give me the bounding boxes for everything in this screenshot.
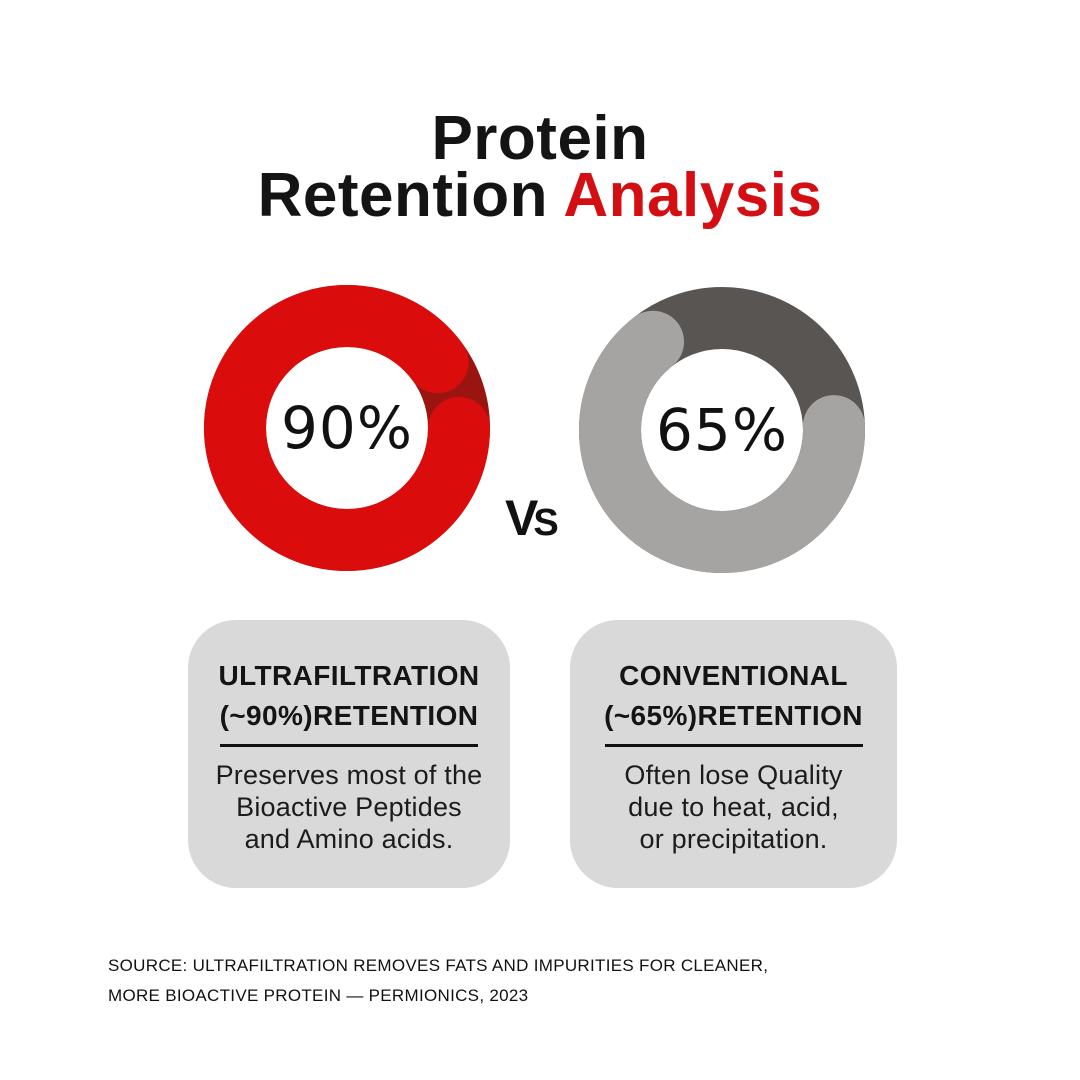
vs-label: VS xyxy=(505,489,559,547)
ultrafiltration-card: ULTRAFILTRATION (~90%)RETENTION Preserve… xyxy=(188,620,510,888)
donut-ring-ultrafiltration xyxy=(204,285,490,571)
donut-chart-ultrafiltration: 90% xyxy=(204,285,490,571)
donut-value-segment xyxy=(579,310,865,573)
donut-value-segment xyxy=(204,285,490,571)
donut-percentage-label-ultrafiltration: 90% xyxy=(281,394,413,462)
donut-ring-conventional xyxy=(579,287,865,573)
conventional-card-heading-line2: (~65%)RETENTION xyxy=(604,700,863,731)
source-citation-line1: SOURCE: ULTRAFILTRATION REMOVES FATS AND… xyxy=(108,956,769,975)
source-citation-line2: MORE BIOACTIVE PROTEIN — PERMIONICS, 202… xyxy=(108,986,529,1005)
ultrafiltration-card-heading: ULTRAFILTRATION (~90%)RETENTION xyxy=(188,656,510,736)
conventional-card: CONVENTIONAL (~65%)RETENTION Often lose … xyxy=(570,620,897,888)
vs-letter-s: S xyxy=(533,502,559,544)
page-title-line1: Protein xyxy=(431,104,649,173)
ultrafiltration-card-divider xyxy=(220,744,478,747)
conventional-card-body: Often lose Quality due to heat, acid, or… xyxy=(570,759,897,855)
ultrafiltration-card-body-line2: Bioactive Peptides xyxy=(236,792,462,822)
conventional-card-body-line1: Often lose Quality xyxy=(624,760,843,790)
ultrafiltration-card-heading-line1: ULTRAFILTRATION xyxy=(218,660,480,691)
vs-letter-v: V xyxy=(505,490,539,546)
conventional-card-body-line3: or precipitation. xyxy=(639,824,828,854)
ultrafiltration-card-body-line3: and Amino acids. xyxy=(244,824,454,854)
donut-percentage-label-conventional: 65% xyxy=(656,396,788,464)
conventional-card-heading-line1: CONVENTIONAL xyxy=(619,660,848,691)
page-title-line2-black: Retention xyxy=(257,161,564,230)
source-citation: SOURCE: ULTRAFILTRATION REMOVES FATS AND… xyxy=(108,951,768,1011)
ultrafiltration-card-heading-line2: (~90%)RETENTION xyxy=(219,700,479,731)
page-title-line2-red: Analysis xyxy=(563,161,823,230)
page-title: Protein Retention Analysis xyxy=(0,104,1080,227)
donut-chart-conventional: 65% xyxy=(579,287,865,573)
conventional-card-divider xyxy=(604,744,863,747)
ultrafiltration-card-body-line1: Preserves most of the xyxy=(215,760,483,790)
page-title-line2: Retention Analysis xyxy=(0,165,1080,227)
conventional-card-heading: CONVENTIONAL (~65%)RETENTION xyxy=(570,656,897,736)
ultrafiltration-card-body: Preserves most of the Bioactive Peptides… xyxy=(188,759,510,855)
conventional-card-body-line2: due to heat, acid, xyxy=(628,792,839,822)
